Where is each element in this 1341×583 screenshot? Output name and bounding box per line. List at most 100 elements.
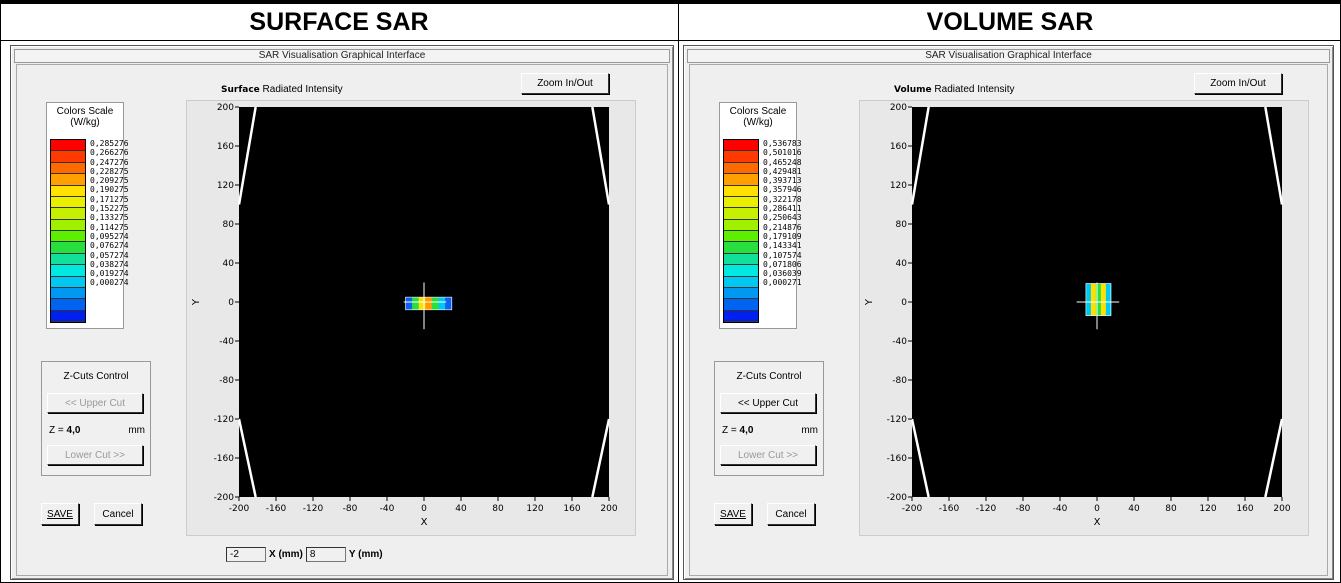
inner-window — [16, 64, 668, 576]
x-tick-label: 160 — [563, 504, 580, 514]
color-scale-value: 0,171275 — [90, 194, 129, 204]
sar-plot[interactable]: -200 -160 -120 -80 -40 0 40 80 120 160 200 200 160 12… — [860, 101, 1310, 537]
sar-plot-frame: -200 -160 -120 -80 -40 0 40 80 120 160 200 200 160 12… — [186, 100, 636, 536]
z-unit: mm — [801, 425, 818, 436]
sar-map-cell — [1100, 283, 1107, 316]
colors-scale-title-line: Colors Scale — [729, 106, 787, 117]
cancel-label: Cancel — [775, 508, 807, 520]
phantom-outline — [1264, 106, 1284, 205]
sar-map-cell — [1085, 283, 1092, 316]
volume-sar-window: SAR Visualisation Graphical Interface Vo… — [683, 45, 1334, 580]
intensity-mode: Volume — [894, 85, 932, 95]
sar-plot-frame: -200 -160 -120 -80 -40 0 40 80 120 160 200 200 160 12… — [859, 100, 1309, 536]
sar-map-cell — [1105, 283, 1112, 316]
x-tick-label: -120 — [303, 504, 324, 514]
y-tick-label: 160 — [217, 142, 234, 152]
sar-map-cell — [438, 297, 446, 310]
z-cuts-title: Z-Cuts Control — [736, 371, 802, 382]
colors-scale-values: 0,285276 0,266276 0,247276 0,228275 0,209275… — [90, 139, 129, 288]
x-tick-label: -40 — [1053, 504, 1068, 514]
color-swatch — [724, 151, 758, 163]
color-scale-value: 0,285276 — [90, 139, 129, 148]
intensity-label: Volume Radiated Intensity — [894, 84, 1014, 95]
x-axis-label: X — [421, 517, 428, 528]
x-tick-label: 160 — [1236, 504, 1253, 514]
upper-cut-button[interactable]: << Upper Cut — [47, 393, 143, 413]
color-swatch — [51, 185, 85, 197]
color-scale-value: 0,501016 — [763, 148, 802, 158]
x-tick-label: -120 — [976, 504, 997, 514]
sar-plot[interactable]: -200 -160 -120 -80 -40 0 40 80 120 160 200 200 160 12… — [187, 101, 637, 537]
color-swatch — [51, 310, 85, 322]
save-button[interactable]: SAVE — [41, 503, 79, 525]
y-tick-label: 0 — [228, 298, 234, 308]
intensity-mode: Surface — [221, 85, 260, 95]
sar-map-cell — [418, 297, 426, 310]
sar-map-cell — [412, 297, 420, 310]
colors-scale-swatches — [50, 139, 86, 323]
y-tick-label: 40 — [896, 259, 908, 269]
y-mm-field[interactable] — [305, 546, 346, 562]
color-scale-value: 0,393713 — [763, 176, 802, 186]
upper-cut-button[interactable]: << Upper Cut — [720, 393, 816, 413]
z-unit: mm — [128, 425, 145, 436]
color-swatch — [724, 242, 758, 254]
color-scale-value: 0,247276 — [90, 157, 129, 167]
y-tick-label: -80 — [892, 376, 907, 386]
color-swatch — [724, 185, 758, 197]
color-swatch — [51, 196, 85, 209]
zoom-button[interactable]: Zoom In/Out — [1194, 73, 1282, 94]
y-tick-label: 80 — [896, 220, 908, 230]
y-tick-label: -120 — [214, 415, 235, 425]
color-scale-value: 0,133275 — [90, 213, 129, 223]
y-axis-label: Y — [191, 298, 202, 306]
color-scale-value: 0,179109 — [763, 231, 802, 241]
volume-sar-heading: VOLUME SAR — [926, 8, 1094, 36]
x-tick-label: -80 — [343, 504, 358, 514]
color-swatch — [51, 151, 85, 163]
x-mm-field[interactable] — [226, 546, 266, 562]
color-scale-value: 0,209275 — [90, 176, 129, 186]
colors-scale-values: 0,536783 0,501016 0,465248 0,429481 0,393713… — [763, 139, 802, 288]
y-tick-label: -200 — [887, 493, 908, 503]
x-tick-label: 80 — [492, 504, 504, 514]
color-swatch — [51, 242, 85, 254]
z-prefix: Z = — [49, 425, 67, 436]
cancel-button[interactable]: Cancel — [767, 503, 815, 525]
color-swatch — [724, 276, 758, 288]
color-swatch — [724, 196, 758, 209]
color-scale-value: 0,076274 — [90, 241, 129, 251]
surface-sar-window: SAR Visualisation Graphical Interface Su… — [10, 45, 674, 580]
color-swatch — [724, 287, 758, 300]
sar-map-cell — [445, 297, 453, 310]
color-swatch — [724, 253, 758, 266]
color-scale-value: 0,095274 — [90, 231, 129, 241]
phantom-outline — [910, 106, 930, 205]
lower-cut-button[interactable]: Lower Cut >> — [47, 445, 143, 465]
y-axis-label: Y — [864, 298, 875, 306]
color-scale-value: 0,228275 — [90, 166, 129, 176]
color-scale-value: 0,214876 — [763, 222, 802, 232]
color-scale-value: 0,429481 — [763, 166, 802, 176]
color-scale-value: 0,190275 — [90, 185, 129, 195]
colors-scale-swatches — [723, 139, 759, 323]
colors-scale-unit: (W/kg) — [743, 117, 773, 128]
color-scale-value: 0,071806 — [763, 259, 802, 269]
x-axis-label: X — [1094, 517, 1101, 528]
color-swatch — [51, 140, 85, 152]
save-button[interactable]: SAVE — [714, 503, 752, 525]
color-swatch — [724, 219, 758, 231]
sar-map-outline — [405, 296, 453, 311]
x-tick-label: -160 — [266, 504, 287, 514]
zoom-button[interactable]: Zoom In/Out — [521, 73, 609, 94]
color-scale-value: 0,465248 — [763, 157, 802, 167]
y-tick-label: -40 — [892, 337, 907, 347]
lower-cut-button[interactable]: Lower Cut >> — [720, 445, 816, 465]
color-swatch — [51, 219, 85, 231]
colors-scale-title-line: Colors Scale — [56, 106, 114, 117]
y-tick-label: -160 — [887, 454, 908, 464]
cancel-button[interactable]: Cancel — [94, 503, 142, 525]
y-tick-label: -160 — [214, 454, 235, 464]
header-row: SURFACE SAR VOLUME SAR — [0, 4, 1341, 41]
x-tick-label: 200 — [1273, 504, 1290, 514]
